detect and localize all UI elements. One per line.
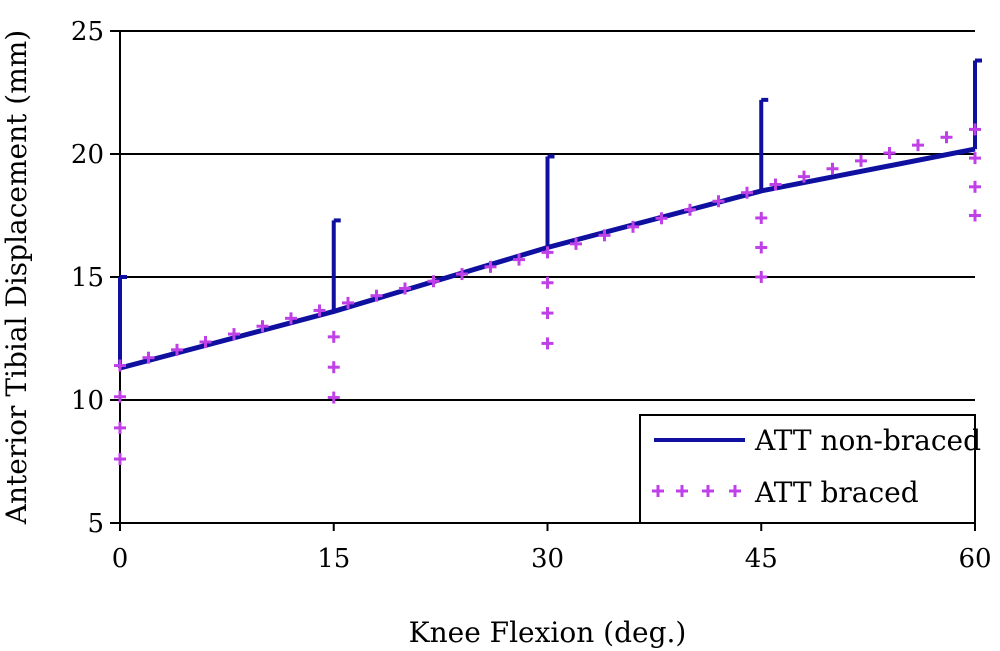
error-marker-braced [327,391,340,404]
marker-braced [969,123,981,136]
marker-braced [940,131,953,144]
legend-marker-braced [729,485,741,497]
legend-label-braced: ATT braced [754,476,919,509]
marker-braced [684,203,696,216]
y-tick-labels: 5 10 15 20 25 [71,17,104,539]
series-braced [114,123,981,466]
marker-braced [285,312,297,325]
marker-braced [655,212,668,225]
series-layer [114,58,982,466]
x-tick-label: 45 [745,544,778,574]
series-non-braced [118,58,982,371]
marker-braced [199,335,212,348]
error-marker-braced [755,241,768,254]
marker-braced [456,268,468,281]
y-tick-label: 10 [71,386,104,416]
legend-label-non-braced: ATT non-braced [754,424,981,457]
marker-braced [142,351,155,364]
marker-braced [712,195,725,208]
marker-braced [912,139,924,152]
marker-braced [798,170,810,183]
marker-braced [228,328,240,341]
legend: ATT non-braced ATT braced [639,414,981,524]
marker-braced [399,282,411,295]
marker-braced [769,178,782,191]
legend-swatch-braced [652,485,741,497]
marker-braced [855,154,867,167]
error-marker-braced [541,307,554,320]
marker-braced [342,296,354,309]
error-marker-braced [114,453,126,466]
x-tick-label: 30 [531,544,564,574]
error-marker-braced [755,211,768,224]
marker-braced [114,359,126,372]
y-tick-label: 20 [71,140,104,170]
marker-braced [484,260,497,273]
error-marker-braced [114,390,126,403]
marker-braced [826,162,839,175]
marker-braced [313,304,326,317]
x-tick-label: 15 [317,544,350,574]
x-tick-labels: 0 15 30 45 60 [112,544,992,574]
legend-box [639,414,976,524]
marker-braced [513,253,525,266]
gridlines [110,30,976,531]
error-marker-braced [327,330,340,343]
marker-braced [598,229,611,242]
legend-marker-braced [702,485,714,497]
x-tick-label: 60 [958,544,991,574]
marker-braced [627,220,639,233]
marker-braced [171,343,183,356]
error-marker-braced [969,180,981,193]
y-tick-label: 25 [71,17,104,47]
marker-braced [541,246,554,259]
error-marker-braced [969,209,981,222]
x-tick-label: 0 [112,544,129,574]
marker-braced [570,237,582,250]
error-marker-braced [541,337,554,350]
legend-marker-braced [676,485,688,497]
error-marker-braced [755,271,768,283]
marker-braced [370,289,383,302]
marker-braced [741,186,753,199]
y-axis-label: Anterior Tibial Displacement (mm) [0,30,33,525]
error-marker-braced [114,421,126,434]
error-marker-braced [327,361,340,374]
y-tick-label: 15 [71,263,104,293]
legend-marker-braced [652,485,664,497]
marker-braced [883,147,896,160]
error-marker-braced [541,276,554,289]
y-tick-label: 5 [87,509,104,539]
error-marker-braced [969,152,981,165]
x-axis-label: Knee Flexion (deg.) [409,616,687,649]
marker-braced [256,320,269,333]
marker-braced [427,275,440,288]
